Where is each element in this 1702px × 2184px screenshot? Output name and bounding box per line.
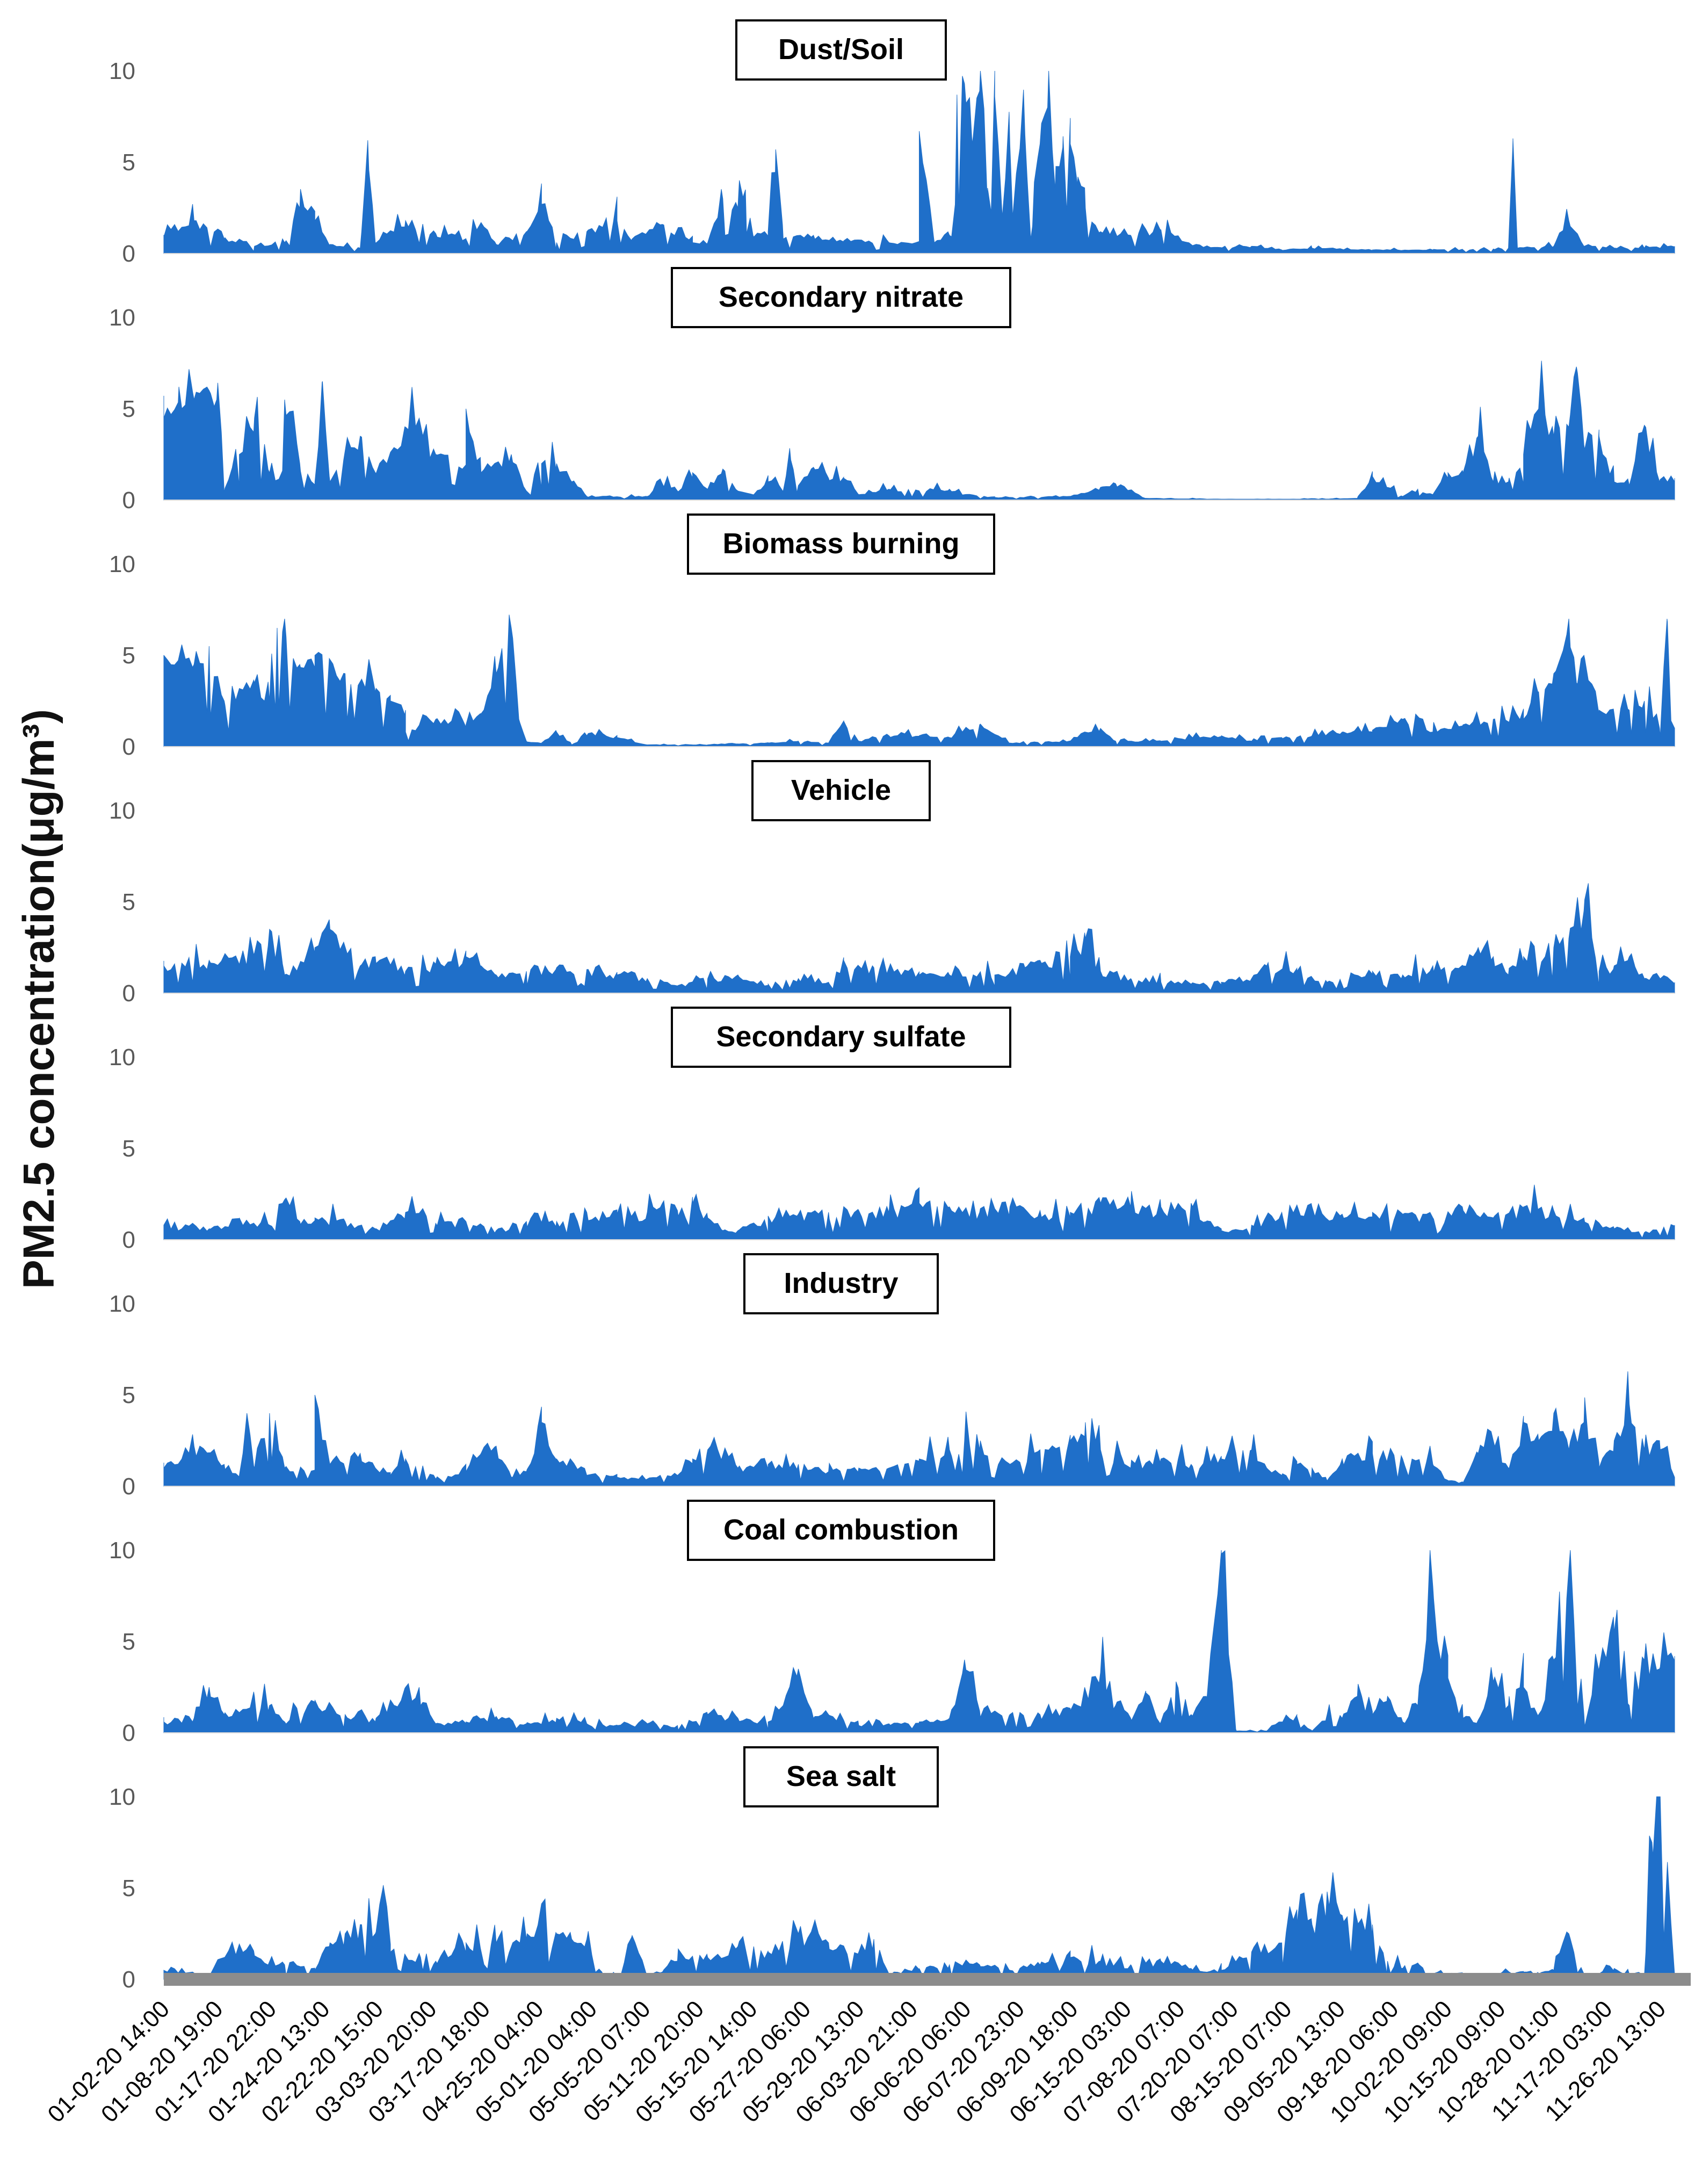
panel-title-box bbox=[743, 1253, 939, 1314]
series-area bbox=[163, 1184, 1675, 1240]
y-tick-label: 10 bbox=[109, 1784, 135, 1810]
panel-5: 0 5 10 Secondary sulfate bbox=[109, 1007, 1675, 1253]
panel-4: 0 5 10 Vehicle bbox=[109, 760, 1675, 1007]
panel-title-box bbox=[735, 19, 947, 81]
y-tick-label: 5 bbox=[122, 1136, 135, 1162]
panel-3: 0 5 10 Biomass burning bbox=[109, 514, 1675, 760]
y-tick-label: 0 bbox=[122, 980, 135, 1007]
panel-title-box bbox=[687, 1500, 995, 1561]
panel-title-box bbox=[671, 1007, 1011, 1068]
panel-title: Secondary nitrate bbox=[719, 281, 964, 313]
y-tick-label: 0 bbox=[122, 1720, 135, 1746]
series-area bbox=[163, 1550, 1675, 1733]
panel-2: 0 5 10 Secondary nitrate bbox=[109, 267, 1675, 514]
series-area bbox=[163, 1796, 1675, 1980]
series-area bbox=[163, 360, 1675, 501]
y-tick-label: 10 bbox=[109, 305, 135, 331]
y-tick-label: 0 bbox=[122, 1227, 135, 1253]
y-axis-label: PM2.5 concentration(μg/m³) bbox=[15, 709, 63, 1289]
y-tick-label: 10 bbox=[109, 1537, 135, 1564]
y-tick-label: 5 bbox=[122, 1382, 135, 1408]
panel-title-box bbox=[671, 267, 1011, 328]
series-area bbox=[163, 614, 1675, 747]
y-tick-label: 5 bbox=[122, 1629, 135, 1655]
y-tick-label: 0 bbox=[122, 1966, 135, 1993]
series-area bbox=[163, 883, 1675, 994]
panel-title-box bbox=[743, 1746, 939, 1807]
panel-title: Vehicle bbox=[791, 774, 891, 806]
panel-title: Secondary sulfate bbox=[716, 1021, 966, 1053]
y-tick-label: 10 bbox=[109, 798, 135, 824]
y-tick-label: 10 bbox=[109, 1291, 135, 1317]
panel-title: Sea salt bbox=[786, 1760, 896, 1792]
panel-title-box bbox=[687, 514, 995, 575]
y-tick-label: 5 bbox=[122, 1875, 135, 1901]
y-tick-label: 5 bbox=[122, 396, 135, 422]
panel-title: Industry bbox=[784, 1267, 898, 1299]
y-tick-label: 5 bbox=[122, 149, 135, 176]
panel-8: 0 5 10 Sea salt bbox=[109, 1746, 1691, 1993]
y-tick-label: 10 bbox=[109, 551, 135, 577]
y-tick-label: 0 bbox=[122, 487, 135, 514]
panel-title: Coal combustion bbox=[723, 1514, 959, 1546]
y-tick-label: 5 bbox=[122, 889, 135, 915]
panel-title: Dust/Soil bbox=[778, 33, 904, 66]
panel-6: 0 5 10 Industry bbox=[109, 1253, 1675, 1500]
series-area bbox=[163, 70, 1675, 254]
y-tick-label: 0 bbox=[122, 734, 135, 760]
panel-7: 0 5 10 Coal combustion bbox=[109, 1500, 1675, 1746]
y-tick-label: 5 bbox=[122, 642, 135, 669]
y-axis-label-container: PM2.5 concentration(μg/m³) bbox=[10, 0, 69, 1998]
panel-title-box bbox=[751, 760, 931, 821]
panel-1: 0 5 10 Dust/Soil bbox=[109, 19, 1675, 267]
y-tick-label: 0 bbox=[122, 1473, 135, 1500]
y-tick-label: 10 bbox=[109, 1044, 135, 1071]
series-area bbox=[163, 1371, 1675, 1487]
panel-title: Biomass burning bbox=[722, 527, 959, 560]
y-tick-label: 0 bbox=[122, 241, 135, 267]
y-tick-label: 10 bbox=[109, 58, 135, 84]
